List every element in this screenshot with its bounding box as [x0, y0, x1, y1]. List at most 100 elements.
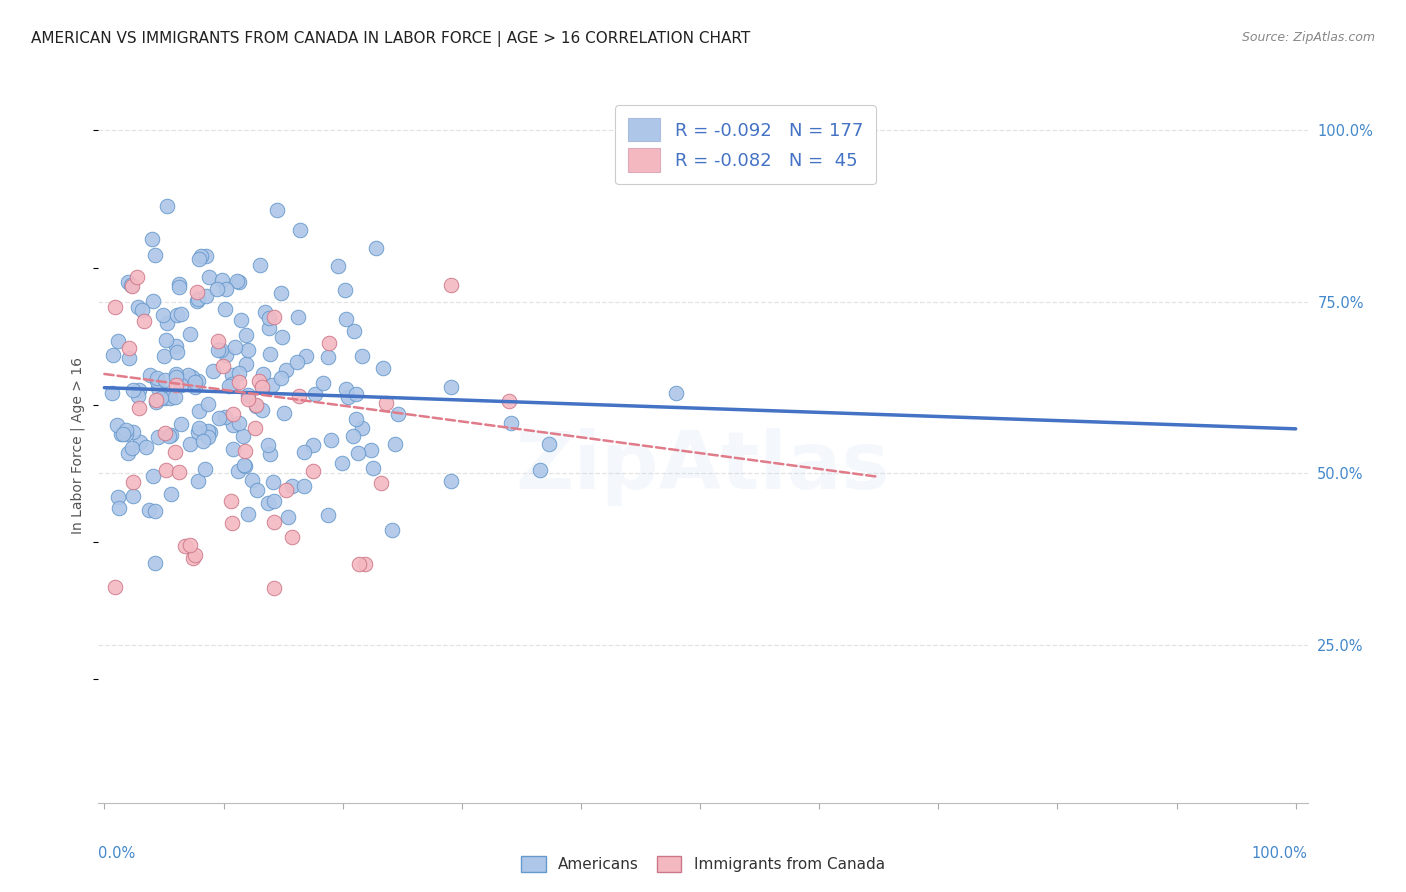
Point [117, 275, 139, 289]
Point [243, 421, 266, 435]
Point [167, 465, 190, 479]
Point [170, 307, 193, 321]
Point [115, 423, 138, 437]
Point [186, 293, 208, 308]
Point [209, 343, 232, 358]
Point [214, 409, 236, 424]
Point [232, 429, 254, 443]
Point [187, 374, 209, 388]
Point [187, 475, 209, 489]
Point [183, 376, 205, 390]
Point [183, 551, 205, 566]
Point [245, 399, 267, 413]
Point [292, 444, 315, 458]
Point [529, 463, 551, 477]
Point [440, 277, 463, 292]
Point [198, 425, 221, 440]
Point [214, 301, 236, 316]
Point [165, 368, 187, 382]
Point [337, 390, 360, 404]
Point [236, 388, 259, 402]
Point [197, 429, 219, 443]
Point [128, 401, 150, 415]
Point [263, 581, 285, 595]
Point [226, 464, 249, 478]
Point [252, 368, 274, 382]
Point [344, 412, 367, 426]
Point [371, 361, 394, 376]
Point [333, 283, 356, 297]
Point [143, 557, 166, 571]
Point [344, 386, 367, 401]
Point [207, 334, 229, 348]
Point [342, 429, 364, 443]
Point [125, 270, 148, 285]
Point [148, 430, 170, 444]
Point [259, 347, 281, 361]
Point [135, 440, 157, 454]
Point [250, 379, 273, 393]
Point [221, 368, 243, 383]
Point [222, 407, 245, 421]
Point [141, 231, 163, 245]
Text: 0.0%: 0.0% [98, 846, 135, 861]
Point [197, 424, 219, 438]
Point [153, 349, 176, 363]
Point [224, 340, 246, 354]
Point [184, 548, 207, 562]
Point [156, 198, 179, 212]
Point [120, 277, 142, 292]
Point [228, 417, 250, 431]
Point [290, 223, 312, 237]
Point [316, 508, 339, 522]
Point [256, 438, 278, 452]
Point [263, 516, 285, 530]
Point [122, 489, 145, 503]
Point [128, 383, 150, 397]
Point [197, 397, 219, 411]
Point [245, 398, 267, 412]
Y-axis label: In Labor Force | Age > 16: In Labor Force | Age > 16 [70, 358, 86, 534]
Point [174, 539, 197, 553]
Point [233, 458, 256, 472]
Point [127, 389, 149, 403]
Point [221, 516, 243, 530]
Point [276, 362, 298, 376]
Point [115, 427, 138, 442]
Point [166, 345, 188, 359]
Point [270, 286, 292, 301]
Point [316, 351, 339, 365]
Point [152, 308, 174, 322]
Point [165, 378, 187, 392]
Point [118, 351, 141, 365]
Point [214, 282, 236, 296]
Point [440, 380, 463, 394]
Point [273, 406, 295, 420]
Point [139, 368, 162, 383]
Point [170, 378, 193, 392]
Point [103, 300, 125, 314]
Point [347, 557, 370, 571]
Point [208, 411, 231, 425]
Point [153, 373, 176, 387]
Point [370, 476, 392, 491]
Point [249, 258, 271, 272]
Point [235, 357, 257, 371]
Point [104, 580, 127, 594]
Point [155, 333, 177, 347]
Point [194, 249, 217, 263]
Point [288, 388, 311, 402]
Point [384, 437, 406, 451]
Point [235, 328, 257, 343]
Point [160, 487, 183, 501]
Point [150, 391, 173, 405]
Point [163, 390, 186, 404]
Point [167, 280, 190, 294]
Point [121, 278, 143, 293]
Point [270, 371, 292, 385]
Point [134, 313, 156, 327]
Point [221, 493, 243, 508]
Point [250, 403, 273, 417]
Point [257, 496, 280, 510]
Point [101, 348, 124, 362]
